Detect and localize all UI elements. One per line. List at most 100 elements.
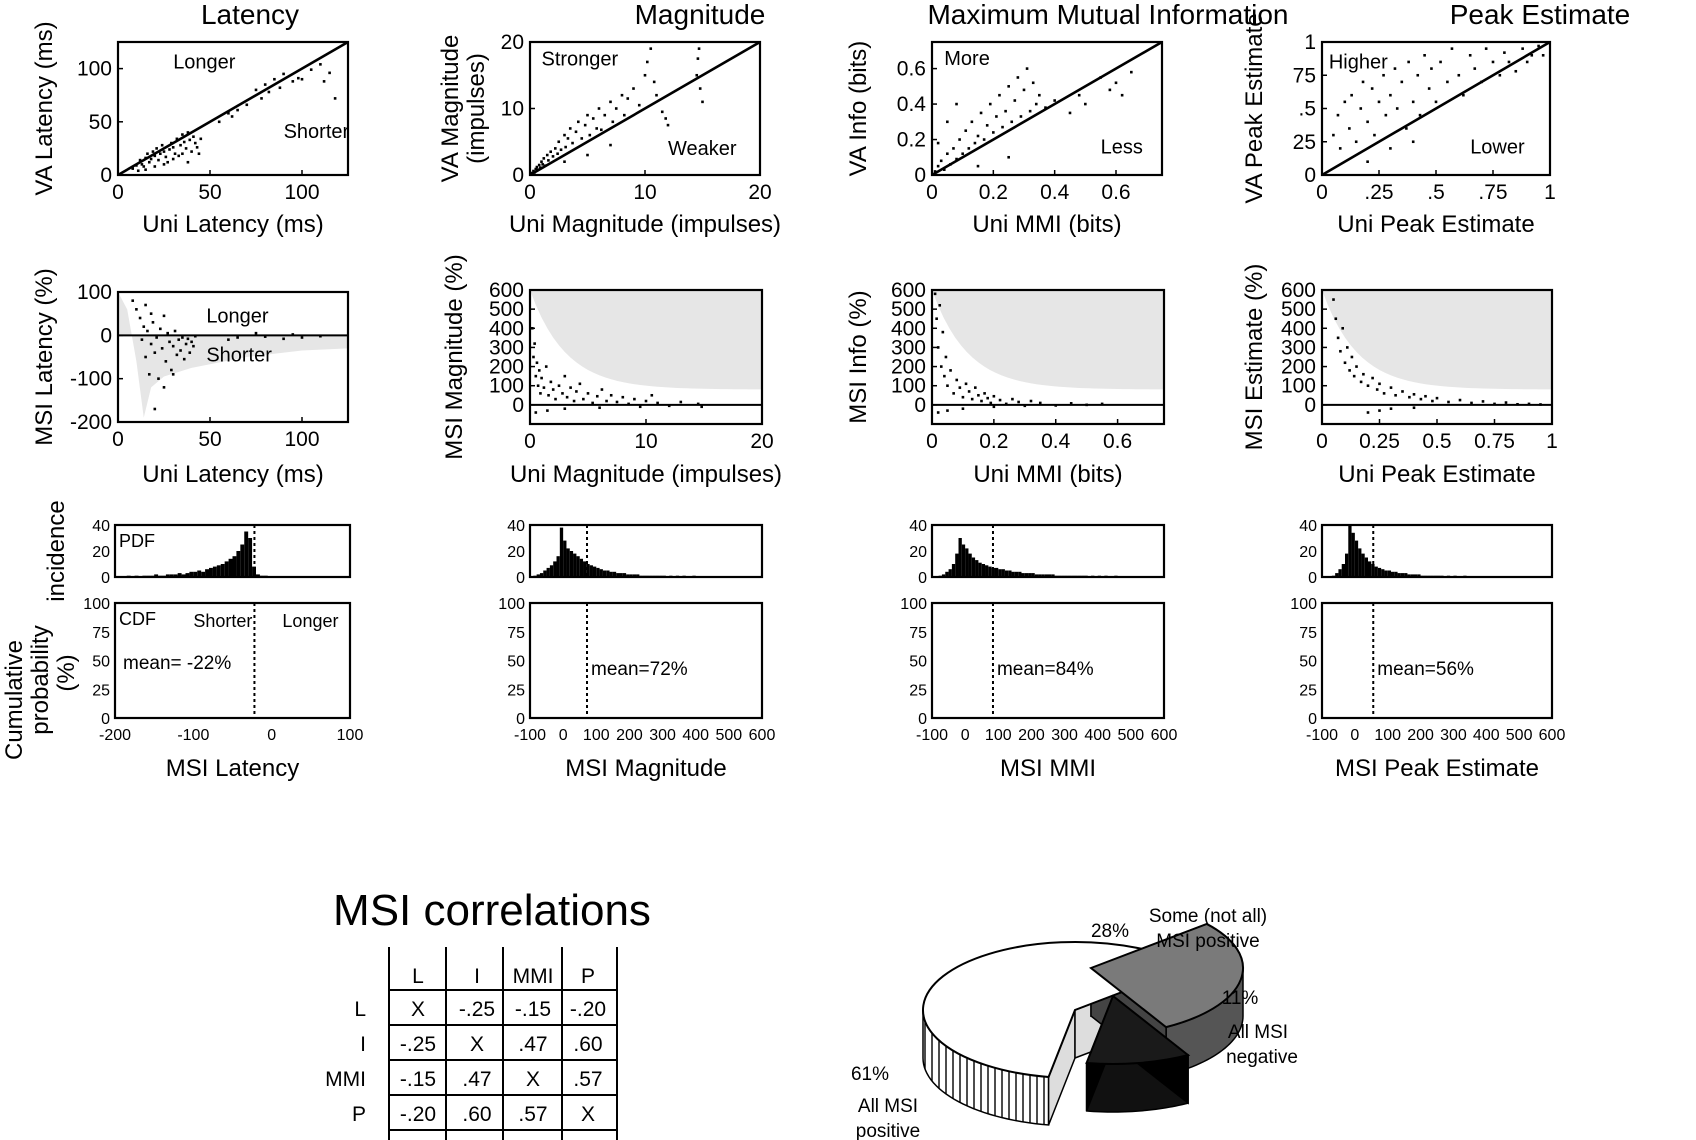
latency_scatter-point	[230, 115, 234, 118]
magnitude_msi_scatter-point	[575, 390, 578, 393]
mmi_scatter-point	[982, 138, 986, 141]
mmi_pdf_cdf-cdf-ytick-label: 50	[909, 654, 927, 671]
mmi_scatter-xtick-label: 0	[926, 181, 938, 204]
peak_msi_scatter-point	[1366, 411, 1370, 414]
magnitude_msi_scatter-point	[563, 374, 567, 378]
magnitude_pdf_cdf-pdf-bar	[592, 566, 597, 577]
magnitude_msi_scatter-point	[627, 402, 630, 406]
peak_scatter-panel: 0 .25 .5 .75 1 0 25 .5 75 1 Uni Peak Estimate VA Pe…	[1241, 13, 1556, 238]
magnitude_pdf_cdf-pdf-bar	[609, 571, 613, 577]
latency_scatter-unity-line	[118, 42, 348, 175]
mmi_scatter-point	[939, 159, 943, 163]
latency_pdf_cdf-pdf-bar	[236, 551, 241, 577]
peak_scatter-point	[1423, 54, 1426, 57]
peak_scatter-xtick-label: .25	[1364, 181, 1393, 204]
magnitude_pdf_cdf-xlabel: MSI Magnitude	[565, 755, 726, 782]
peak_msi_scatter-point	[1339, 349, 1342, 353]
latency_pdf_cdf-cdf-ylabel-line1: Cumulative	[1, 640, 28, 760]
magnitude_pdf_cdf-cdf-ytick-label: 0	[516, 711, 525, 728]
mmi_scatter-point	[961, 152, 964, 156]
mmi_msi_scatter-point	[961, 395, 965, 399]
magnitude_msi_scatter-point	[551, 388, 555, 391]
table-cell: .60	[462, 1103, 491, 1126]
latency_msi_scatter-point	[186, 337, 190, 341]
mmi_msi_scatter-shaded-region	[932, 290, 1164, 390]
latency_scatter-point	[193, 141, 197, 145]
peak_scatter-point	[1373, 133, 1376, 137]
magnitude_scatter-point	[580, 137, 584, 140]
latency_pdf_cdf-pdf-bar	[228, 558, 233, 577]
magnitude_msi_scatter-ytick-label: 500	[489, 298, 524, 321]
peak_msi_scatter-xtick-label: 0	[1316, 430, 1328, 453]
latency_msi_scatter-point	[177, 338, 181, 341]
mmi_scatter-point	[958, 138, 961, 141]
latency_pdf_cdf-pdf-bar	[201, 571, 206, 577]
peak_msi_scatter-point	[1516, 402, 1519, 406]
magnitude_pdf_cdf-pdf-bar	[579, 558, 584, 577]
table-column-header: L	[412, 965, 424, 988]
magnitude_scatter-xlabel: Uni Magnitude (impulses)	[509, 211, 781, 238]
latency_scatter-point	[179, 143, 182, 147]
magnitude_msi_scatter-point	[532, 355, 535, 359]
pie-pct-label: 61%	[851, 1064, 889, 1085]
latency_pdf_cdf-cdf-ytick-label: 100	[83, 596, 110, 613]
mmi_scatter-point	[1001, 125, 1004, 129]
peak_msi_scatter-plot-area	[1322, 290, 1552, 414]
magnitude_pdf_cdf-cdf-xtick-label: 200	[616, 727, 643, 744]
mmi_scatter-point	[1108, 88, 1112, 92]
title-latency: Latency	[201, 0, 299, 30]
latency_pdf_cdf-pdf-bar	[244, 531, 249, 577]
magnitude_scatter-point	[586, 113, 589, 117]
latency_msi_scatter-point	[157, 377, 160, 380]
latency_scatter-point	[322, 80, 326, 83]
mmi_pdf_cdf-mean-label: mean=84%	[997, 659, 1094, 680]
mmi_scatter-ytick-label: 0	[914, 164, 926, 187]
magnitude_msi_scatter-point	[563, 407, 567, 410]
mmi_msi_scatter-xtick-label: 0.2	[979, 430, 1008, 453]
latency_scatter-point	[164, 155, 168, 159]
latency_scatter-point	[144, 156, 147, 160]
mmi_pdf_cdf-pdf-bar	[981, 564, 986, 577]
latency_scatter-frame	[116, 40, 350, 177]
latency_msi_scatter-xlabel: Uni Latency (ms)	[142, 461, 323, 488]
peak_scatter-point	[1498, 73, 1502, 77]
magnitude_scatter-point	[531, 171, 534, 175]
latency_scatter-point	[181, 152, 184, 156]
peak_scatter-point	[1389, 147, 1392, 150]
magnitude_msi_scatter-ytick-label: 400	[489, 317, 524, 340]
latency_msi_scatter-annotation: Shorter	[206, 344, 272, 366]
latency_scatter-point	[147, 160, 151, 164]
magnitude_scatter-point	[664, 117, 667, 120]
mmi_msi_scatter-point	[958, 386, 962, 389]
mmi_pdf_cdf-cdf-ytick-label: 75	[909, 625, 927, 642]
latency_msi_scatter-point	[236, 336, 239, 339]
magnitude_msi_scatter-point	[537, 369, 541, 372]
mmi_msi_scatter-point	[1038, 401, 1042, 405]
mmi_pdf_cdf-pdf-bar	[1018, 571, 1022, 577]
magnitude_scatter-point	[551, 155, 555, 158]
table-cell: X	[526, 1068, 540, 1091]
peak_msi_scatter-xtick-label: 0.25	[1359, 430, 1400, 453]
mmi_pdf_cdf-pdf-bar	[1034, 574, 1039, 577]
mmi_scatter-point	[976, 164, 980, 168]
latency_scatter-panel: 0 50 100 0 50 100 Uni Latency (ms) VA Latency (…	[31, 21, 350, 238]
magnitude_msi_scatter-xlabel: Uni Magnitude (impulses)	[510, 461, 782, 488]
peak_pdf_cdf-cdf-xtick-label: 300	[1440, 727, 1467, 744]
latency_pdf_cdf-xlabel: MSI Latency	[166, 755, 299, 782]
peak_msi_scatter-point	[1366, 384, 1370, 388]
peak_msi_scatter-point	[1447, 400, 1450, 404]
table-cell: .47	[518, 1033, 547, 1056]
magnitude_msi_scatter-point	[540, 376, 543, 380]
peak_msi_scatter-ylabel: MSI Estimate (%)	[1241, 264, 1268, 451]
magnitude_msi_scatter-point	[591, 401, 594, 405]
pie-pct-label: 11%	[1222, 988, 1259, 1009]
magnitude_msi_scatter-plot-area	[530, 290, 762, 414]
peak_scatter-point	[1480, 80, 1483, 84]
pie-pct-label: 28%	[1091, 921, 1129, 942]
latency_msi_scatter-shaded-region	[118, 292, 348, 418]
magnitude_pdf_cdf-pdf-bar	[566, 548, 570, 577]
magnitude_scatter-point	[547, 159, 550, 162]
magnitude_msi_scatter-point	[534, 411, 538, 414]
